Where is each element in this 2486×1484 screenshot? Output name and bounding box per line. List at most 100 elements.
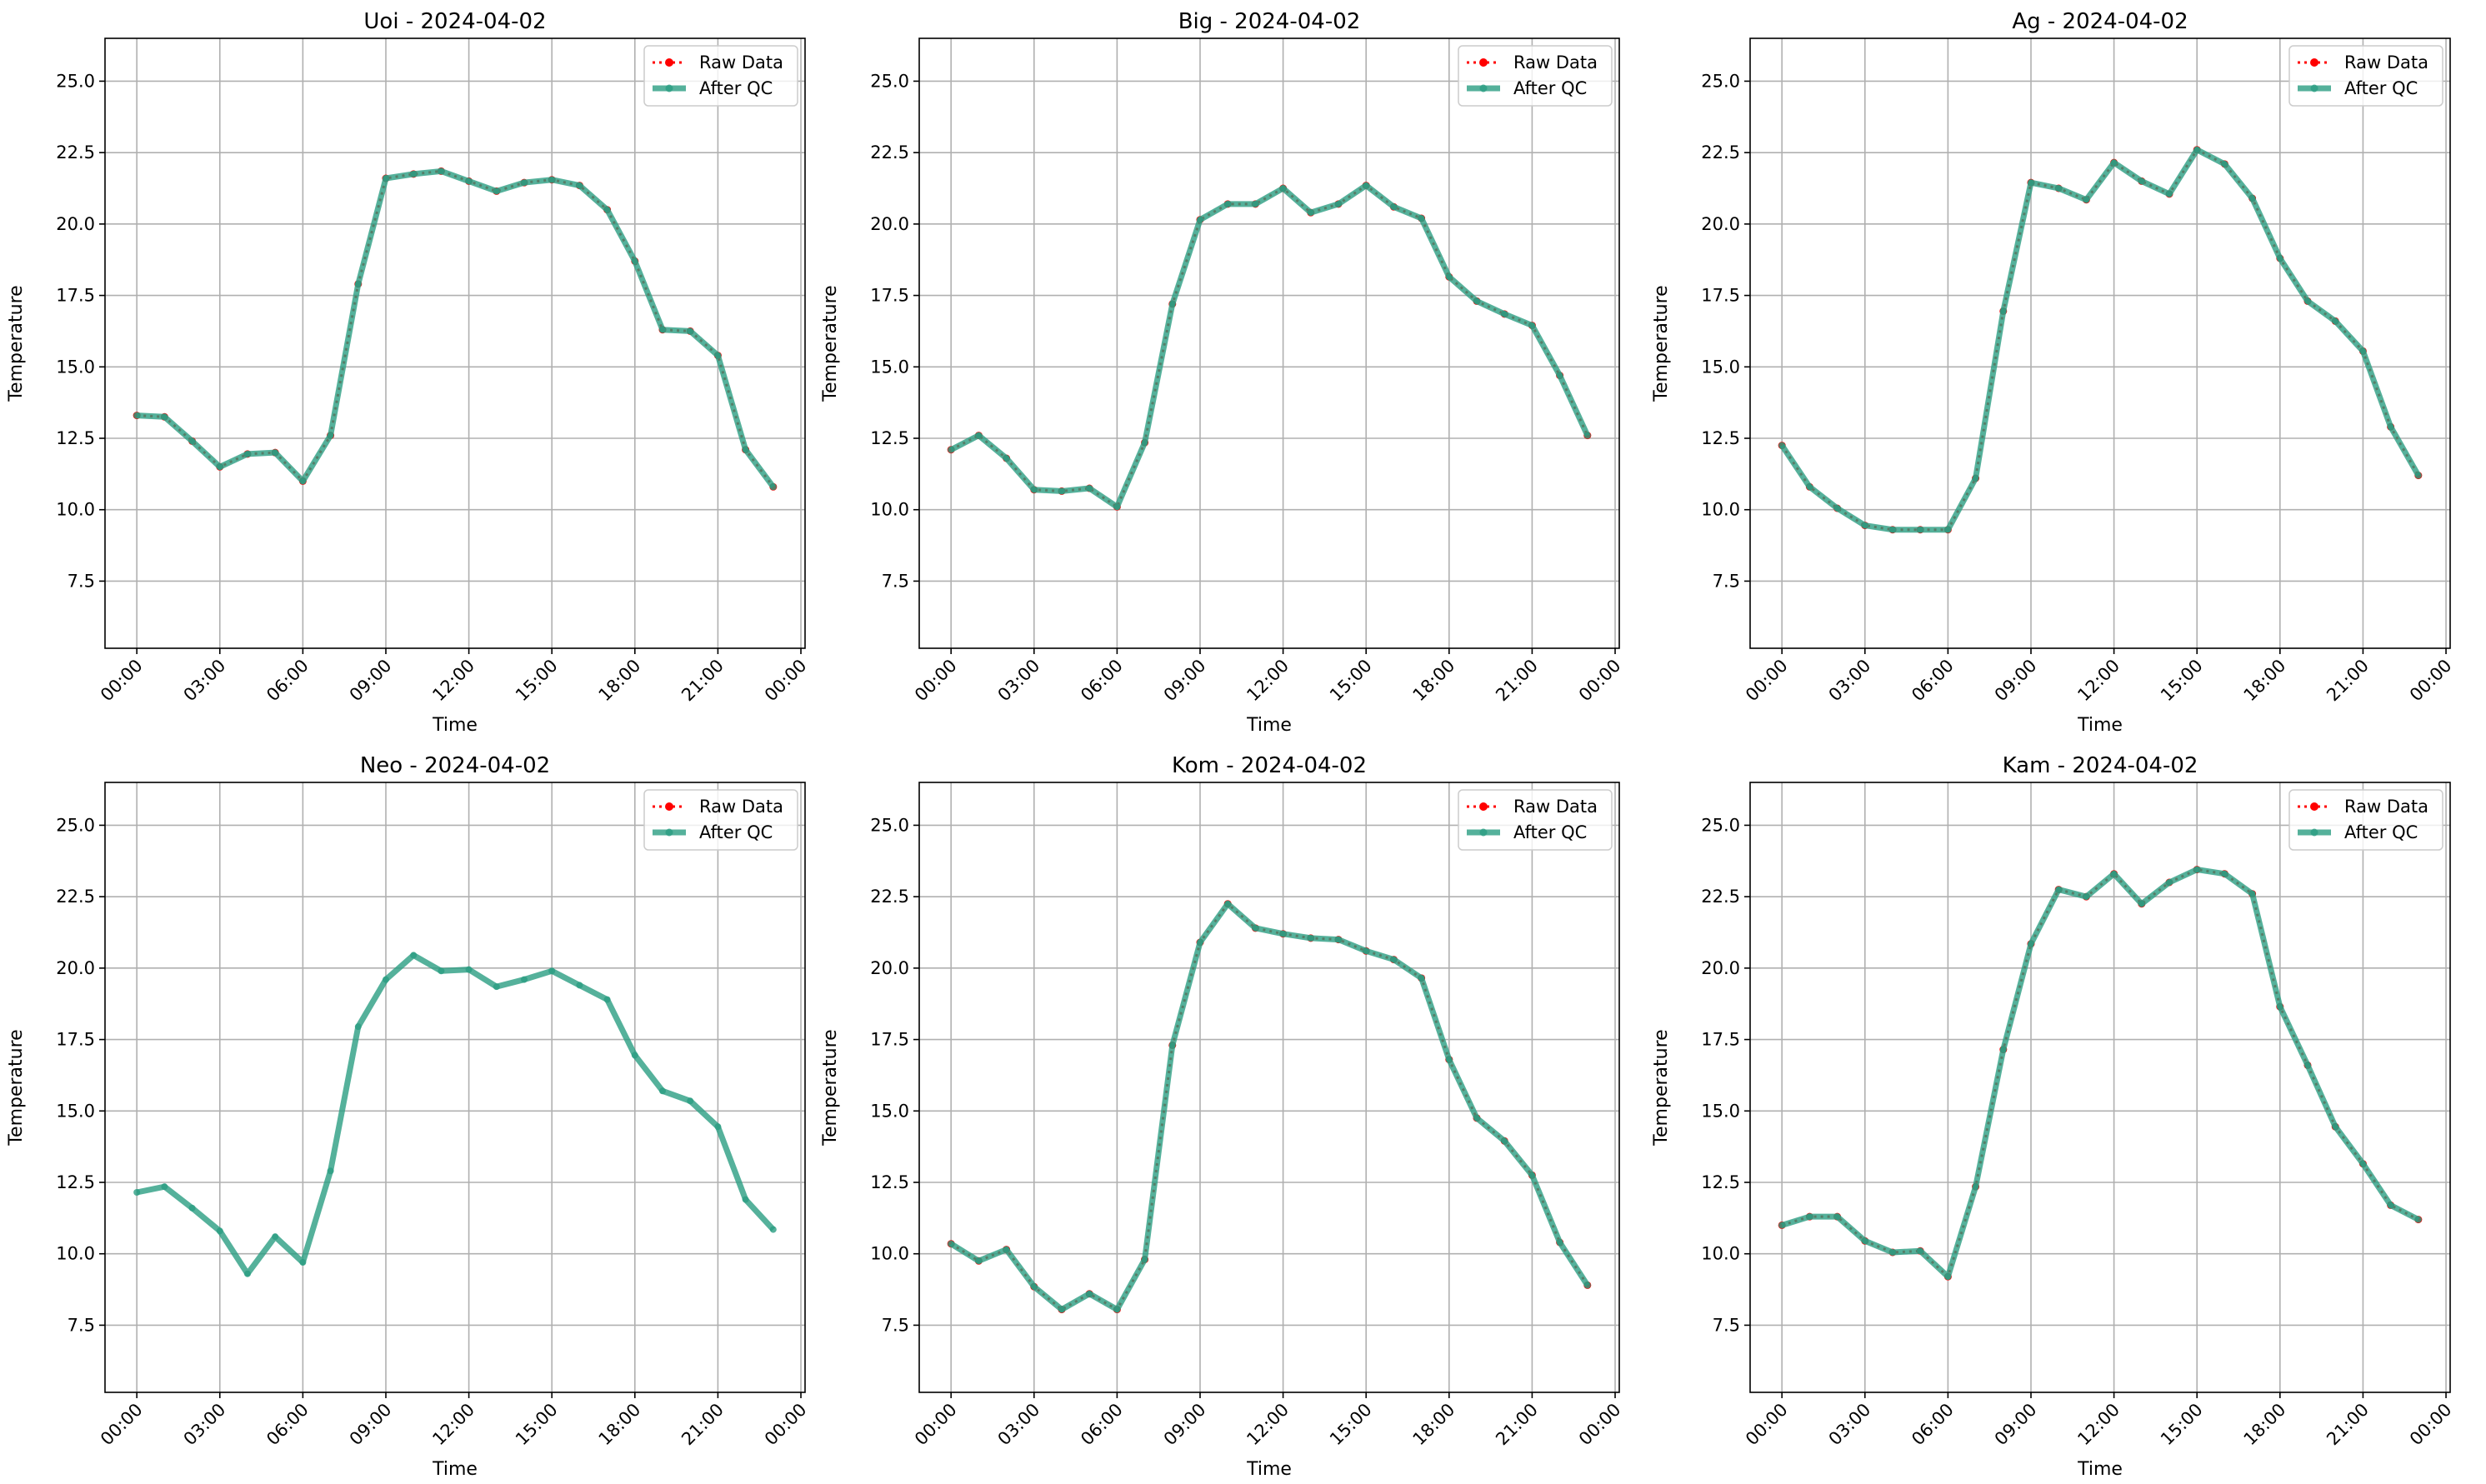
- qc-marker: [1556, 372, 1563, 379]
- qc-marker: [1279, 185, 1287, 192]
- subplot: 7.5 10.0 12.5 15.0 17.5 20.0 22.5 25.0 00:00 03:0…: [820, 9, 1625, 736]
- x-tick-label: 00:00: [1742, 1400, 1792, 1450]
- qc-marker: [1473, 1114, 1481, 1122]
- qc-marker: [2276, 1003, 2283, 1011]
- qc-marker: [354, 280, 362, 287]
- x-tick-label: 00:00: [761, 656, 811, 706]
- x-tick-label: 03:00: [180, 656, 230, 706]
- legend-marker: [665, 828, 673, 837]
- subplot-title: Uoi - 2024-04-02: [363, 9, 546, 34]
- x-tick-label: 18:00: [1409, 656, 1459, 706]
- qc-marker: [272, 449, 279, 457]
- y-axis-label: Temperature: [1651, 285, 1672, 402]
- qc-marker: [1418, 215, 1425, 222]
- qc-marker: [133, 412, 141, 419]
- y-tick-label: 25.0: [870, 71, 909, 91]
- legend-label: Raw Data: [2344, 797, 2428, 817]
- qc-marker: [243, 1270, 251, 1277]
- raw-line: [950, 184, 1589, 508]
- y-tick-label: 15.0: [870, 1101, 909, 1121]
- qc-marker: [2110, 870, 2118, 877]
- y-tick-label: 12.5: [870, 1172, 909, 1192]
- y-axis-label: Temperature: [820, 1029, 841, 1146]
- qc-marker: [2221, 870, 2228, 877]
- qc-marker: [2304, 1062, 2312, 1069]
- qc-marker: [410, 952, 418, 959]
- qc-marker: [1778, 442, 1786, 449]
- qc-marker: [1972, 1183, 1979, 1191]
- qc-marker: [742, 1196, 749, 1203]
- qc-marker: [2083, 893, 2090, 901]
- qc-marker: [1445, 1056, 1453, 1063]
- y-tick-label: 25.0: [56, 71, 95, 91]
- y-tick-label: 20.0: [870, 214, 909, 234]
- x-tick-label: 06:00: [1077, 656, 1127, 706]
- qc-marker: [438, 167, 445, 175]
- qc-marker: [576, 182, 583, 189]
- x-tick-label: 15:00: [1326, 656, 1376, 706]
- y-tick-label: 20.0: [56, 958, 95, 978]
- qc-marker: [216, 463, 223, 471]
- qc-marker: [1999, 1046, 2007, 1053]
- plot-area: [1778, 866, 2423, 1281]
- qc-marker: [1473, 297, 1481, 305]
- qc-marker: [631, 257, 638, 265]
- y-tick-label: 22.5: [56, 142, 95, 162]
- qc-marker: [1778, 1222, 1786, 1229]
- x-tick-label: 21:00: [1492, 1400, 1542, 1450]
- qc-marker: [2414, 1216, 2422, 1223]
- qc-marker: [272, 1233, 279, 1241]
- x-tick-label: 06:00: [1908, 656, 1958, 706]
- legend-label: After QC: [2344, 78, 2418, 98]
- subplot-title: Big - 2024-04-02: [1178, 9, 1361, 34]
- qc-marker: [1861, 522, 1868, 529]
- qc-marker: [687, 1097, 694, 1105]
- qc-marker: [2110, 159, 2118, 167]
- qc-marker: [2387, 423, 2394, 431]
- x-tick-label: 15:00: [1326, 1400, 1376, 1450]
- x-axis-label: Time: [432, 1459, 478, 1480]
- subplot: 7.5 10.0 12.5 15.0 17.5 20.0 22.5 25.0 00:00 03:0…: [6, 753, 811, 1480]
- qc-marker: [327, 432, 334, 439]
- y-tick-label: 22.5: [56, 887, 95, 907]
- y-tick-label: 22.5: [870, 887, 909, 907]
- qc-marker: [1141, 1256, 1148, 1263]
- legend-label: After QC: [699, 78, 773, 98]
- qc-marker: [1058, 487, 1065, 495]
- x-tick-label: 12:00: [428, 1400, 478, 1450]
- x-tick-label: 06:00: [263, 1400, 313, 1450]
- qc-marker: [2414, 472, 2422, 479]
- legend-marker: [665, 58, 673, 67]
- y-tick-label: 15.0: [56, 357, 95, 377]
- y-tick-label: 10.0: [56, 1244, 95, 1264]
- qc-line: [136, 167, 776, 489]
- qc-marker: [1224, 200, 1232, 207]
- y-tick-label: 10.0: [56, 500, 95, 520]
- qc-marker: [2332, 1123, 2339, 1131]
- qc-marker: [2276, 255, 2283, 262]
- x-tick-label: 09:00: [1991, 656, 2041, 706]
- y-tick-label: 22.5: [870, 142, 909, 162]
- legend-label: After QC: [699, 822, 773, 842]
- qc-marker: [714, 1123, 722, 1131]
- qc-marker: [299, 477, 307, 485]
- legend-label: After QC: [2344, 822, 2418, 842]
- qc-marker: [1003, 455, 1010, 462]
- qc-marker: [742, 446, 749, 453]
- x-axis-label: Time: [2077, 1459, 2123, 1480]
- y-tick-label: 22.5: [1701, 142, 1740, 162]
- qc-line: [1779, 147, 2421, 533]
- x-tick-label: 09:00: [1160, 1400, 1210, 1450]
- x-tick-label: 12:00: [428, 656, 478, 706]
- qc-marker: [1888, 1249, 1896, 1256]
- x-tick-label: 00:00: [1742, 656, 1792, 706]
- legend-marker: [1479, 828, 1488, 837]
- qc-marker: [603, 996, 611, 1003]
- qc-marker: [521, 179, 528, 187]
- qc-marker: [243, 450, 251, 457]
- qc-marker: [1917, 526, 1924, 533]
- x-tick-label: 00:00: [1575, 656, 1625, 706]
- qc-marker: [1501, 1137, 1508, 1145]
- y-tick-label: 7.5: [68, 571, 95, 591]
- qc-marker: [1113, 1306, 1121, 1313]
